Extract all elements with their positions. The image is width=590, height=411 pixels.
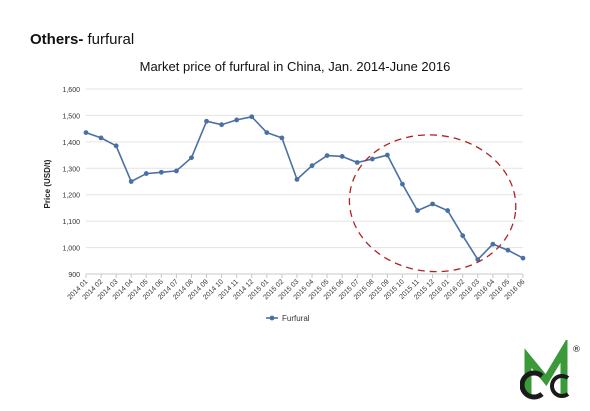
legend-label: Furfural	[282, 314, 310, 323]
data-point[interactable]	[264, 130, 270, 136]
data-point[interactable]	[369, 156, 375, 162]
data-point[interactable]	[490, 241, 496, 247]
slide-heading: Others- furfural	[30, 31, 134, 48]
legend-marker	[269, 315, 275, 321]
y-tick-label: 1,500	[62, 113, 80, 120]
data-point[interactable]	[98, 135, 104, 141]
annotation-ellipse	[348, 134, 517, 273]
data-point[interactable]	[189, 155, 194, 161]
heading-rest: furfural	[83, 31, 135, 48]
y-tick-label: 1,000	[62, 246, 80, 253]
data-point[interactable]	[460, 233, 466, 239]
data-point[interactable]	[309, 163, 315, 169]
data-point[interactable]	[505, 247, 511, 253]
data-point[interactable]	[520, 255, 526, 261]
y-axis: 900 1,000 1,100 1,200 1,300 1,400 1,500 1,600	[62, 87, 80, 279]
y-tick-label: 1,400	[62, 140, 80, 147]
data-point[interactable]	[339, 153, 345, 159]
data-point[interactable]	[475, 257, 481, 262]
data-point[interactable]	[324, 153, 330, 159]
data-point[interactable]	[294, 176, 300, 182]
data-point[interactable]	[113, 143, 119, 149]
y-tick-label: 1,200	[62, 193, 80, 200]
legend[interactable]: Furfural	[266, 314, 310, 323]
data-point[interactable]	[143, 171, 149, 176]
data-point[interactable]	[415, 208, 420, 213]
svg-text:®: ®	[572, 345, 581, 355]
series-furfural	[83, 114, 526, 262]
data-point[interactable]	[384, 152, 390, 158]
chart-title: Market price of furfural in China, Jan. …	[139, 59, 451, 74]
annotation-ellipse-shape	[348, 134, 517, 273]
data-point[interactable]	[400, 181, 405, 187]
y-tick-label: 1,300	[62, 166, 80, 173]
data-point[interactable]	[234, 117, 240, 123]
data-point[interactable]	[354, 160, 360, 165]
series-line	[85, 115, 524, 261]
data-point[interactable]	[249, 114, 255, 120]
data-point[interactable]	[445, 208, 451, 213]
data-point[interactable]	[279, 135, 285, 141]
data-point[interactable]	[430, 201, 435, 207]
data-point[interactable]	[219, 122, 225, 128]
data-point[interactable]	[128, 179, 134, 184]
y-tick-label: 900	[68, 272, 80, 279]
data-point[interactable]	[204, 118, 209, 124]
data-point[interactable]	[83, 130, 89, 136]
grid-lines	[86, 88, 523, 275]
y-tick-label: 1,600	[62, 87, 80, 94]
data-point[interactable]	[174, 168, 179, 174]
data-point[interactable]	[158, 169, 164, 175]
company-logo: ®	[520, 340, 581, 400]
y-tick-label: 1,100	[62, 219, 80, 226]
heading-bold: Others-	[30, 31, 84, 48]
y-axis-label: Price (USD/t)	[43, 159, 52, 208]
